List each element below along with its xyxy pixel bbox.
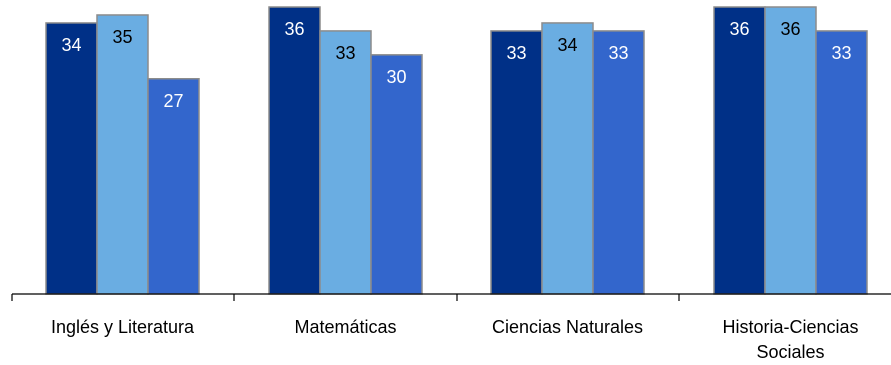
category-label: Historia-Ciencias — [722, 317, 858, 337]
value-label: 33 — [608, 43, 628, 63]
value-label: 35 — [112, 27, 132, 47]
category-labels-group: Inglés y Literatura Matemáticas Ciencias N… — [51, 317, 859, 362]
category-label: Ciencias Naturales — [492, 317, 643, 337]
bar-series1-4 — [713, 6, 766, 295]
x-axis-ticks — [11, 294, 680, 301]
value-label: 30 — [386, 67, 406, 87]
bar-series3-3 — [592, 30, 645, 295]
bar-series2-1 — [96, 14, 149, 295]
value-label: 36 — [729, 19, 749, 39]
value-label: 36 — [284, 19, 304, 39]
bar-series2-4 — [764, 6, 817, 295]
value-label: 27 — [163, 91, 183, 111]
bar-series2-2 — [319, 30, 372, 295]
value-label: 33 — [831, 43, 851, 63]
value-label: 34 — [61, 35, 81, 55]
value-label: 34 — [557, 35, 577, 55]
bar-series1-3 — [490, 30, 543, 295]
value-label: 33 — [335, 43, 355, 63]
bar-series3-1 — [147, 78, 200, 295]
bar-series2-3 — [541, 22, 594, 295]
value-labels-group: 34 35 27 36 33 30 33 34 33 36 36 33 — [61, 19, 851, 111]
category-label: Matemáticas — [294, 317, 396, 337]
bars-group — [45, 6, 868, 295]
category-label: Inglés y Literatura — [51, 317, 195, 337]
bar-series1-2 — [268, 6, 321, 295]
category-label: Sociales — [756, 342, 824, 362]
bar-series3-2 — [370, 54, 423, 295]
bar-series3-4 — [815, 30, 868, 295]
bar-series1-1 — [45, 22, 98, 295]
value-label: 33 — [506, 43, 526, 63]
value-label: 36 — [780, 19, 800, 39]
